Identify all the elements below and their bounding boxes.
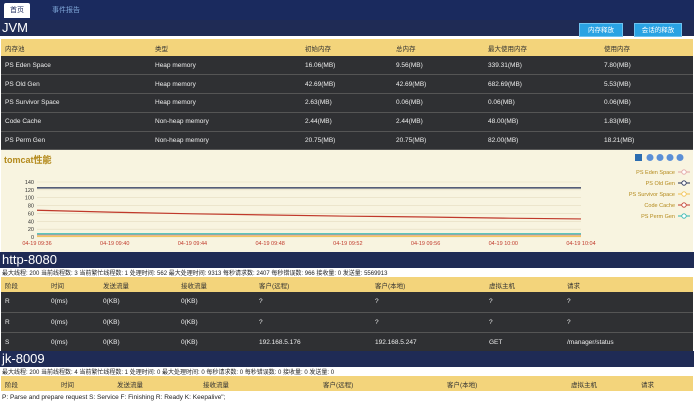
line-view-icon[interactable] [666, 154, 674, 161]
legend-label[interactable]: PS Old Gen [646, 181, 675, 187]
legend-marker-icon [681, 213, 687, 219]
x-tick-label: 04-19 09:44 [178, 241, 207, 247]
jvm-header-initial: 初始内存 [301, 39, 392, 56]
y-tick-label: 60 [28, 211, 34, 217]
table-row: PS Survivor Space Heap memory 2.63(MB) 0.06… [1, 93, 693, 113]
x-tick-label: 04-19 10:04 [566, 241, 595, 247]
x-tick-label: 04-19 10:00 [489, 241, 518, 247]
http-status-line: 最大线程: 200 当前线程数: 3 当前繁忙线程数: 1 处理时间: 562 … [2, 271, 388, 277]
tomcat-performance-chart: tomcat性能 04-19 09:36 04-19 09:40 04-19 09:… [1, 150, 693, 252]
table-row: R 0(ms) 0(KB) 0(KB)???? [1, 312, 693, 333]
stage-legend-footer: P: Parse and prepare request S: Service … [2, 394, 226, 401]
y-tick-label: 20 [28, 227, 34, 233]
tab-event-report[interactable]: 事件报告 [52, 7, 80, 14]
y-tick-label: 40 [28, 219, 34, 225]
y-tick-label: 120 [25, 188, 34, 194]
jk-section-title: jk-8009 [0, 351, 694, 367]
y-tick-label: 140 [25, 180, 34, 186]
top-nav: 首页 事件报告 [0, 0, 694, 20]
table-row: R 0(ms) 0(KB) 0(KB)???? [1, 292, 693, 313]
legend-marker-icon [681, 202, 687, 208]
x-tick-label: 04-19 09:48 [255, 241, 284, 247]
legend-label[interactable]: PS Survivor Space [629, 192, 675, 198]
jvm-header-total: 总内存 [392, 39, 484, 56]
chart-toolbar [635, 154, 684, 161]
bar-view-icon[interactable] [676, 154, 684, 161]
x-tick-label: 04-19 09:36 [22, 241, 51, 247]
jvm-header-type: 类型 [151, 39, 301, 56]
http-section-title: http-8080 [0, 252, 694, 268]
jvm-header-used: 使用内存 [600, 39, 693, 56]
session-release-button[interactable]: 会话的释放 [634, 23, 682, 37]
series-line [36, 209, 582, 220]
jk-title: jk-8009 [2, 351, 45, 366]
memory-release-button[interactable]: 内存释放 [579, 23, 623, 37]
table-row: PS Old Gen Heap memory 42.69(MB) 42.69(MB) 6… [1, 74, 693, 95]
x-tick-label: 04-19 09:56 [411, 241, 440, 247]
table-row: PS Eden Space Heap memory 16.06(MB) 9.56(MB… [1, 56, 693, 76]
jvm-memory-table: 内存池 类型 初始内存 总内存 最大使用内存 使用内存 PS Eden Spac… [1, 39, 693, 151]
table-row: Code Cache Non-heap memory 2.44(MB) 2.44(MB… [1, 112, 693, 132]
jvm-header-pool: 内存池 [1, 39, 151, 56]
jk-threads-table: 阶段 时间 发送流量 接收流量 客户(远程) 客户(本地) 虚拟主机 请求 [1, 376, 693, 391]
legend-label[interactable]: PS Perm Gen [641, 214, 675, 220]
jk-status-line: 最大线程: 200 当前线程数: 4 当前繁忙线程数: 1 处理时间: 0 最大… [2, 370, 335, 376]
legend-marker-icon [681, 180, 687, 186]
restore-icon[interactable] [656, 154, 664, 161]
x-tick-label: 04-19 09:52 [333, 241, 362, 247]
y-tick-label: 0 [31, 235, 34, 241]
jvm-section-title: JVM [0, 20, 694, 36]
table-row: S 0(ms) 0(KB) 0(KB) 192.168.5.176 192.168.5.2… [1, 332, 693, 353]
jvm-title: JVM [2, 20, 28, 35]
x-tick-label: 04-19 09:40 [100, 241, 129, 247]
tab-home[interactable]: 首页 [4, 3, 30, 18]
y-tick-label: 100 [25, 196, 34, 202]
jvm-header-max: 最大使用内存 [484, 39, 600, 56]
chart-title: tomcat性能 [4, 155, 52, 165]
chart-svg: 04-19 09:36 04-19 09:40 04-19 09:44 04-19 0… [22, 154, 690, 247]
legend-marker-icon [681, 191, 687, 197]
y-tick-label: 80 [28, 204, 34, 210]
table-row: PS Perm Gen Non-heap memory 20.75(MB) 20.75… [1, 131, 693, 151]
zoom-icon[interactable] [646, 154, 654, 161]
download-icon[interactable] [635, 154, 642, 161]
legend-label[interactable]: PS Eden Space [636, 170, 675, 176]
legend-marker-icon [681, 169, 687, 175]
http-title: http-8080 [2, 252, 57, 267]
legend-label[interactable]: Code Cache [644, 203, 675, 209]
